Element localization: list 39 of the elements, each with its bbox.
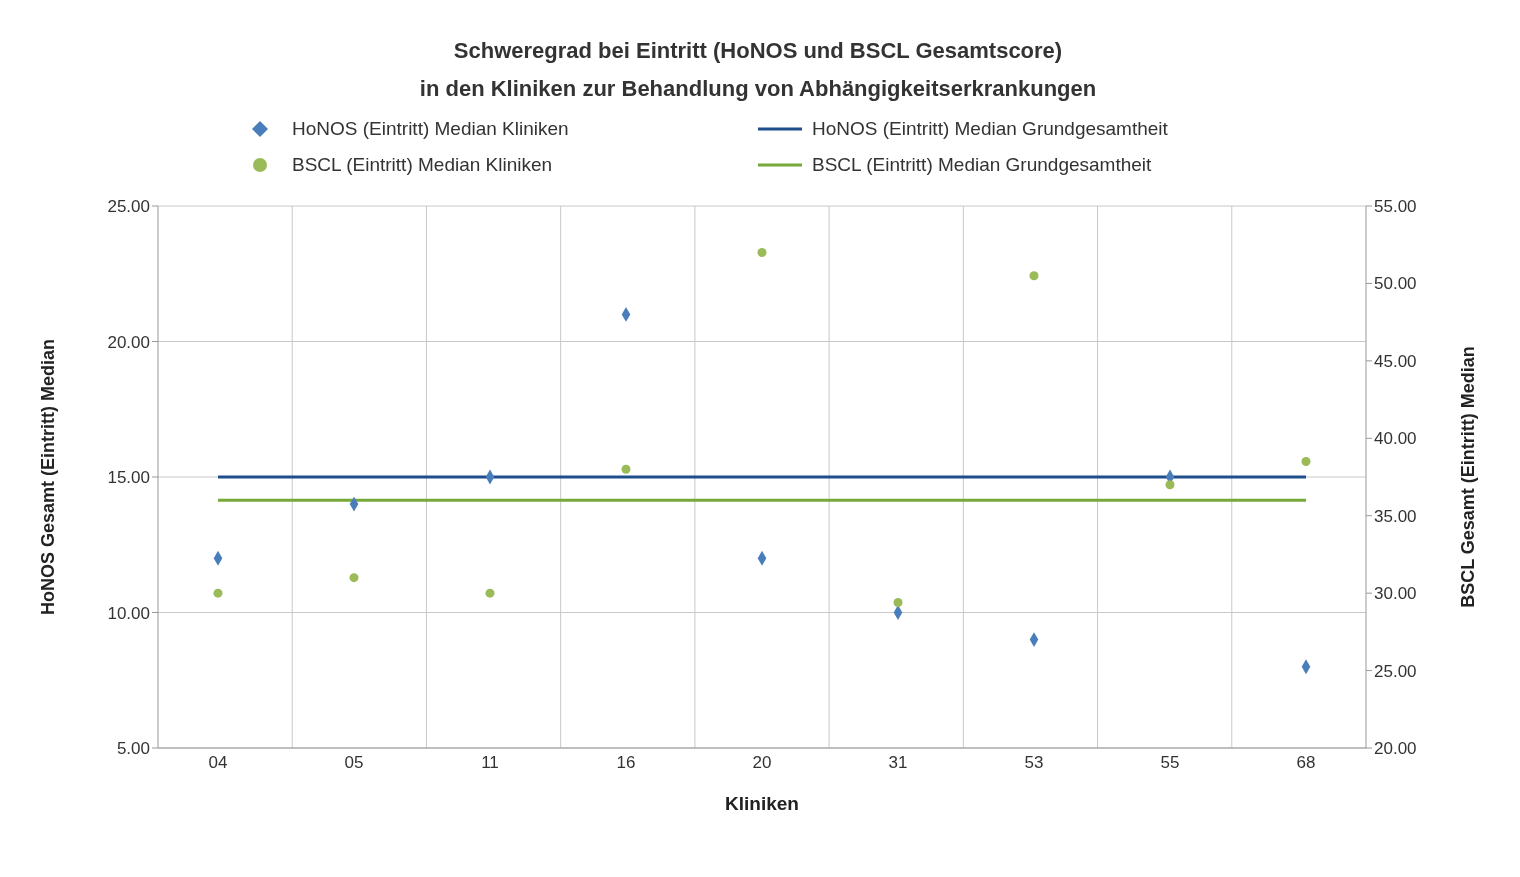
x-tick-label: 55: [1160, 753, 1180, 773]
y-tick-label: 20.00: [107, 332, 150, 352]
point: [1165, 480, 1175, 490]
y2-tick-label: 55.00: [1374, 197, 1417, 217]
y2-tick-label: 30.00: [1374, 584, 1417, 604]
legend-label: BSCL (Eintritt) Median Kliniken: [292, 154, 553, 176]
x-axis-title: Kliniken: [725, 793, 799, 814]
y2-tick-label: 20.00: [1374, 739, 1417, 759]
y2-tick-label: 45.00: [1374, 351, 1417, 371]
chart-title: Schweregrad bei Eintritt (HoNOS und BSCL Gesamtscore) in den Kliniken zur Behandlung von Abhängigkeitserkrankungen: [418, 37, 1098, 103]
y2-tick-label: 40.00: [1374, 429, 1417, 449]
x-tick-label: 16: [616, 753, 636, 773]
x-tick-label: 68: [1296, 753, 1316, 773]
point: [349, 573, 359, 583]
point: [1029, 271, 1039, 281]
point: [485, 588, 495, 598]
x-tick-label: 04: [208, 753, 228, 773]
y-tick-label: 5.00: [116, 739, 150, 759]
y2-axis-title: BSCL Gesamt (Eintritt) Median: [1458, 346, 1479, 608]
y-axis-title: HoNOS Gesamt (Eintritt) Median: [38, 338, 59, 616]
y2-tick-label: 25.00: [1374, 661, 1417, 681]
y-tick-label: 15.00: [107, 468, 150, 488]
point: [757, 247, 767, 257]
x-tick-label: 31: [888, 753, 908, 773]
x-tick-label: 53: [1024, 753, 1044, 773]
legend-label: HoNOS (Eintritt) Median Grundgesamtheit: [812, 118, 1168, 140]
legend-label: BSCL (Eintritt) Median Grundgesamtheit: [812, 154, 1152, 176]
y2-tick-label: 35.00: [1374, 506, 1417, 526]
point: [893, 597, 903, 607]
x-tick-label: 20: [752, 753, 772, 773]
legend-label: HoNOS (Eintritt) Median Kliniken: [292, 118, 569, 140]
y-tick-label: 10.00: [107, 603, 150, 623]
point: [1301, 457, 1311, 467]
x-tick-label: 05: [344, 753, 364, 773]
point: [621, 464, 631, 474]
y2-tick-label: 50.00: [1374, 274, 1417, 294]
y-tick-label: 25.00: [107, 197, 150, 217]
x-tick-label: 11: [481, 753, 499, 773]
point: [213, 588, 223, 598]
